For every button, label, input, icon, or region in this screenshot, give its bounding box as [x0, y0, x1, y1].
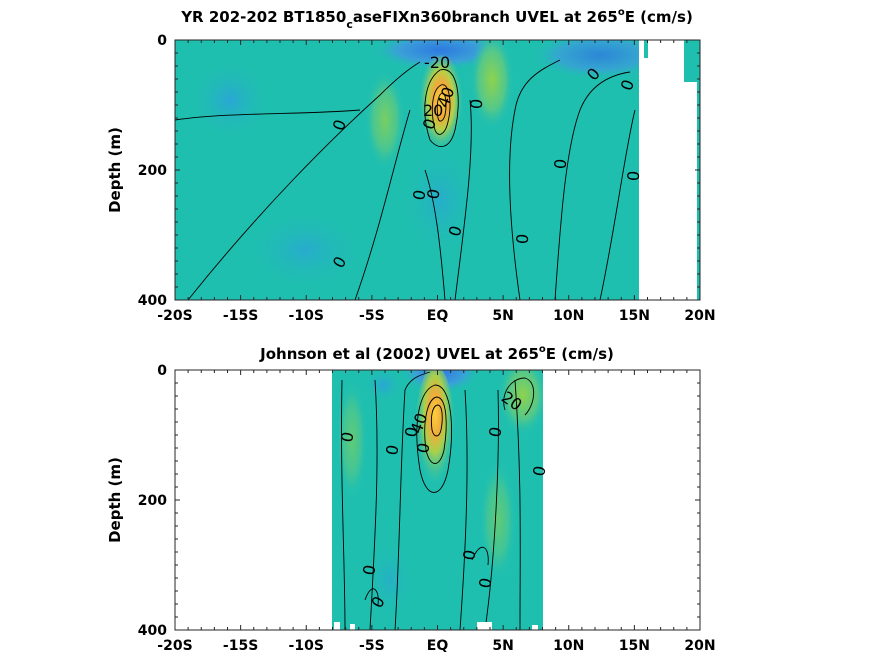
- x-tick-label: 20N: [684, 638, 715, 654]
- contour-label: 0: [413, 441, 433, 454]
- blob-deep: [400, 140, 480, 260]
- missing-bottom: [334, 622, 538, 630]
- title-bottom: Johnson et al (2002) UVEL at 265oE (cm/s…: [259, 344, 614, 363]
- y-tick-label: 400: [138, 293, 167, 309]
- contour-label: 0: [475, 576, 495, 589]
- contour-label: 0: [337, 430, 357, 443]
- x-tick-label: -10S: [289, 638, 324, 654]
- x-tick-label: -15S: [223, 638, 258, 654]
- contour-label: 0: [409, 188, 429, 201]
- contour-label: 0: [485, 425, 505, 438]
- contour-label: 20: [423, 101, 443, 120]
- x-tick-label: 5N: [492, 638, 513, 654]
- y-tick-label: 400: [138, 623, 167, 639]
- contours-bottom: [341, 371, 535, 630]
- contour-label: 0: [529, 464, 549, 477]
- x-tick-label: -10S: [289, 308, 324, 324]
- contour-label: 0: [513, 233, 533, 245]
- x-tick-label: 10N: [553, 308, 584, 324]
- x-tick-label: 5N: [492, 308, 513, 324]
- contour-label: 0: [401, 425, 421, 438]
- blob-pos-north: [470, 40, 514, 130]
- panel-bottom: 20 40 0 0 0 0 0 0 0 0 0 0 -20S -15S -10S -5…: [106, 344, 716, 654]
- contour-label: 0: [624, 170, 644, 182]
- contour-label: 0: [423, 187, 443, 200]
- panel-top: -20 0 0 0 0 0 0 0 0 0 0 0 0 20 40 -20S -1…: [106, 7, 716, 324]
- contour-label: 0: [551, 158, 571, 170]
- blob-pos-mid-bottom: [480, 460, 516, 580]
- x-tick-label: -5S: [359, 638, 385, 654]
- x-tick-label: -20S: [157, 638, 192, 654]
- x-tick-label: EQ: [427, 638, 449, 654]
- contours-top: [175, 59, 636, 300]
- blob-pos-south-bottom: [337, 380, 367, 500]
- missing-edge-c: [644, 40, 648, 58]
- title-top: YR 202-202 BT1850caseFIXn360branch UVEL …: [180, 7, 693, 31]
- contour-label: 0: [359, 563, 379, 576]
- blob-deep-bottom: [365, 540, 415, 620]
- blob-a: [190, 60, 270, 140]
- y-tick-label: 0: [157, 33, 167, 49]
- x-tick-label: 20N: [684, 308, 715, 324]
- x-tick-label: -15S: [223, 308, 258, 324]
- x-tick-label: 15N: [619, 638, 650, 654]
- missing-region: [639, 40, 700, 300]
- y-tick-label: 200: [138, 163, 167, 179]
- missing-edge-a: [684, 40, 697, 82]
- y-tick-label: 200: [138, 493, 167, 509]
- field-top: [175, 40, 700, 300]
- blob-neg-north: [530, 40, 670, 80]
- contour-label: 0: [382, 443, 402, 456]
- x-tick-label: EQ: [427, 308, 449, 324]
- blob-pos-south: [365, 70, 405, 170]
- contour-label: -20: [424, 53, 450, 72]
- x-tick-label: 15N: [619, 308, 650, 324]
- x-tick-label: -5S: [359, 308, 385, 324]
- blob-euc-bottom: [415, 370, 455, 505]
- x-tick-label: -20S: [157, 308, 192, 324]
- x-tick-label: 10N: [553, 638, 584, 654]
- blob-euc-top: [419, 55, 463, 155]
- ylabel-top: Depth (m): [106, 127, 124, 213]
- blob-b: [245, 210, 365, 290]
- ticks-bottom: -20S -15S -10S -5S EQ 5N 10N 15N 20N 0 200 400: [138, 363, 716, 654]
- contour-label: 0: [445, 224, 466, 239]
- ylabel-bottom: Depth (m): [106, 457, 124, 543]
- blob-neg-b: [363, 370, 403, 403]
- y-tick-label: 0: [157, 363, 167, 379]
- contour-label: 0: [467, 98, 487, 110]
- contour-label: 0: [459, 548, 479, 561]
